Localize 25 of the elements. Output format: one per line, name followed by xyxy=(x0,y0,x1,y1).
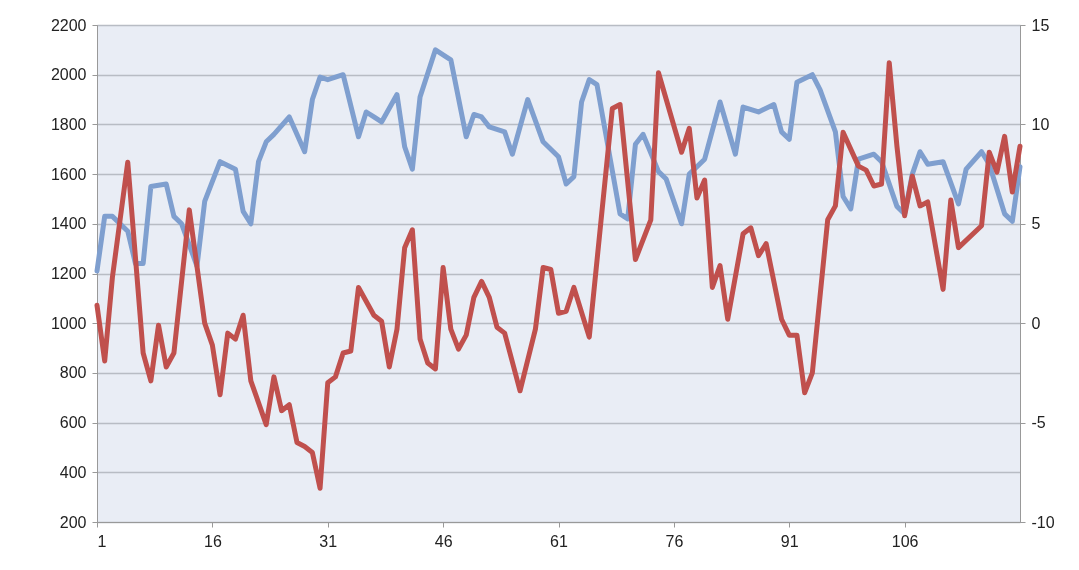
y-tick-label: 2200 xyxy=(50,16,87,34)
x-tick-label: 61 xyxy=(550,532,568,550)
y2-tick-label: 0 xyxy=(1031,314,1041,332)
x-tick-label: 31 xyxy=(319,532,338,550)
y-tick-label: 1400 xyxy=(50,215,87,233)
y2-tick-label: -5 xyxy=(1031,414,1046,432)
y2-tick-label: 10 xyxy=(1031,115,1050,133)
y-tick-label: 200 xyxy=(59,513,87,531)
y-tick-label: 1800 xyxy=(50,115,87,133)
x-tick-label: 1 xyxy=(97,532,107,550)
y-tick-label: 400 xyxy=(59,463,87,481)
x-tick-label: 46 xyxy=(434,532,453,550)
y-tick-label: 800 xyxy=(59,364,87,382)
y2-tick-label: 15 xyxy=(1031,16,1050,34)
y2-tick-label: -10 xyxy=(1031,513,1055,531)
x-tick-label: 16 xyxy=(203,532,222,550)
y-tick-label: 1600 xyxy=(50,165,87,183)
x-tick-label: 76 xyxy=(665,532,684,550)
y-tick-label: 2000 xyxy=(50,66,87,84)
y-tick-label: 600 xyxy=(59,414,87,432)
x-tick-label: 106 xyxy=(891,532,919,550)
y-tick-label: 1000 xyxy=(50,314,87,332)
x-tick-label: 91 xyxy=(780,532,799,550)
y-tick-label: 1200 xyxy=(50,265,87,282)
y2-tick-label: 5 xyxy=(1031,215,1041,233)
